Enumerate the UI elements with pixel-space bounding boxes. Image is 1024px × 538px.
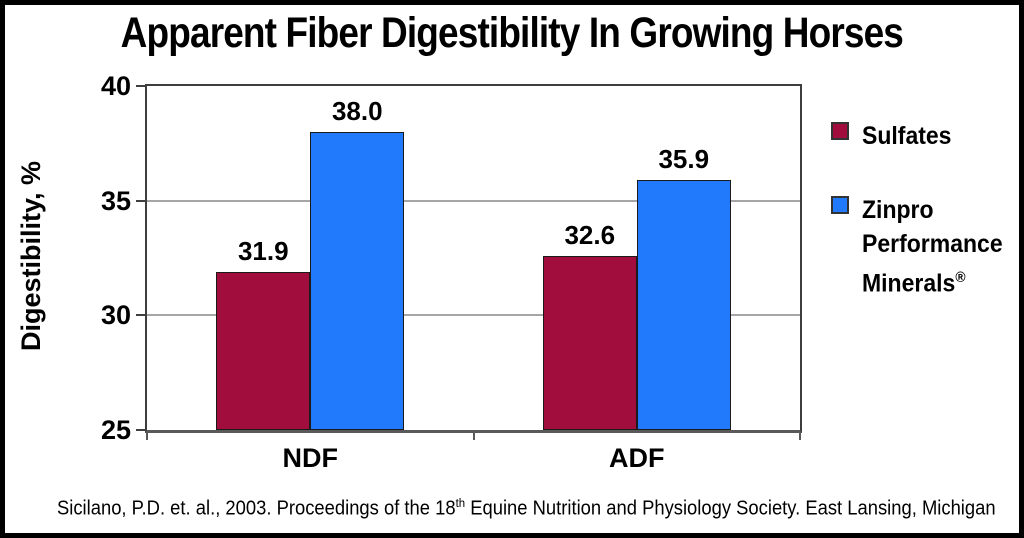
y-axis-title: Digestibility, % <box>16 160 46 352</box>
gridline-30 <box>147 314 800 317</box>
legend: Sulfates Zinpro Performance Minerals® <box>831 119 1015 300</box>
legend-swatch-zinpro <box>831 196 849 214</box>
x-tick-mark-1 <box>472 433 475 440</box>
y-tick-label-40: 40 <box>100 71 131 101</box>
value-label-sulfates-ndf: 31.9 <box>237 235 289 266</box>
bar-zinpro-performance-minerals-adf <box>636 180 731 430</box>
bar-sulfates-ndf <box>216 271 311 430</box>
legend-label-zinpro-line1: Zinpro <box>862 196 934 224</box>
legend-label-sulfates: Sulfates <box>862 122 952 150</box>
y-tick-mark-35 <box>136 199 145 202</box>
legend-item-zinpro: Zinpro Performance Minerals® <box>831 193 1015 300</box>
bar-sulfates-adf <box>542 255 637 430</box>
citation-post: Equine Nutrition and Physiology Society.… <box>465 497 996 520</box>
y-tick-label-30: 30 <box>100 300 131 331</box>
citation-superscript: th <box>455 496 466 510</box>
y-tick-label-25: 25 <box>100 415 131 445</box>
y-tick-label-35: 35 <box>100 185 131 216</box>
bar-zinpro-performance-minerals-ndf <box>310 131 405 430</box>
x-tick-mark-2 <box>799 433 801 440</box>
plot-area: 31.9 38.0 32.6 35.9 <box>145 84 802 433</box>
y-tick-mark-40 <box>136 85 145 87</box>
x-category-label-adf: ADF <box>609 443 665 473</box>
value-label-zinpro-performance-minerals-ndf: 38.0 <box>331 95 383 126</box>
value-label-sulfates-adf: 32.6 <box>564 219 616 250</box>
citation: Sicilano, P.D. et. al., 2003. Proceeding… <box>57 496 996 521</box>
y-tick-mark-30 <box>136 314 145 317</box>
y-tick-mark-25 <box>136 429 145 431</box>
legend-swatch-sulfates <box>831 122 849 140</box>
x-tick-mark-0 <box>146 433 148 440</box>
legend-label-zinpro-line3: Minerals® <box>862 269 966 298</box>
chart-title-text: Apparent Fiber Digestibility In Growing … <box>120 9 904 57</box>
legend-label-zinpro-line2: Performance <box>862 230 1003 258</box>
legend-label-zinpro: Zinpro Performance Minerals® <box>862 193 1003 300</box>
gridline-35 <box>147 199 800 202</box>
chart-title: Apparent Fiber Digestibility In Growing … <box>0 9 1024 58</box>
x-category-label-ndf: NDF <box>282 443 339 473</box>
legend-item-sulfates: Sulfates <box>831 119 1015 153</box>
value-label-zinpro-performance-minerals-adf: 35.9 <box>658 144 710 175</box>
registered-trademark-symbol: ® <box>955 269 966 286</box>
citation-pre: Sicilano, P.D. et. al., 2003. Proceeding… <box>57 497 456 520</box>
